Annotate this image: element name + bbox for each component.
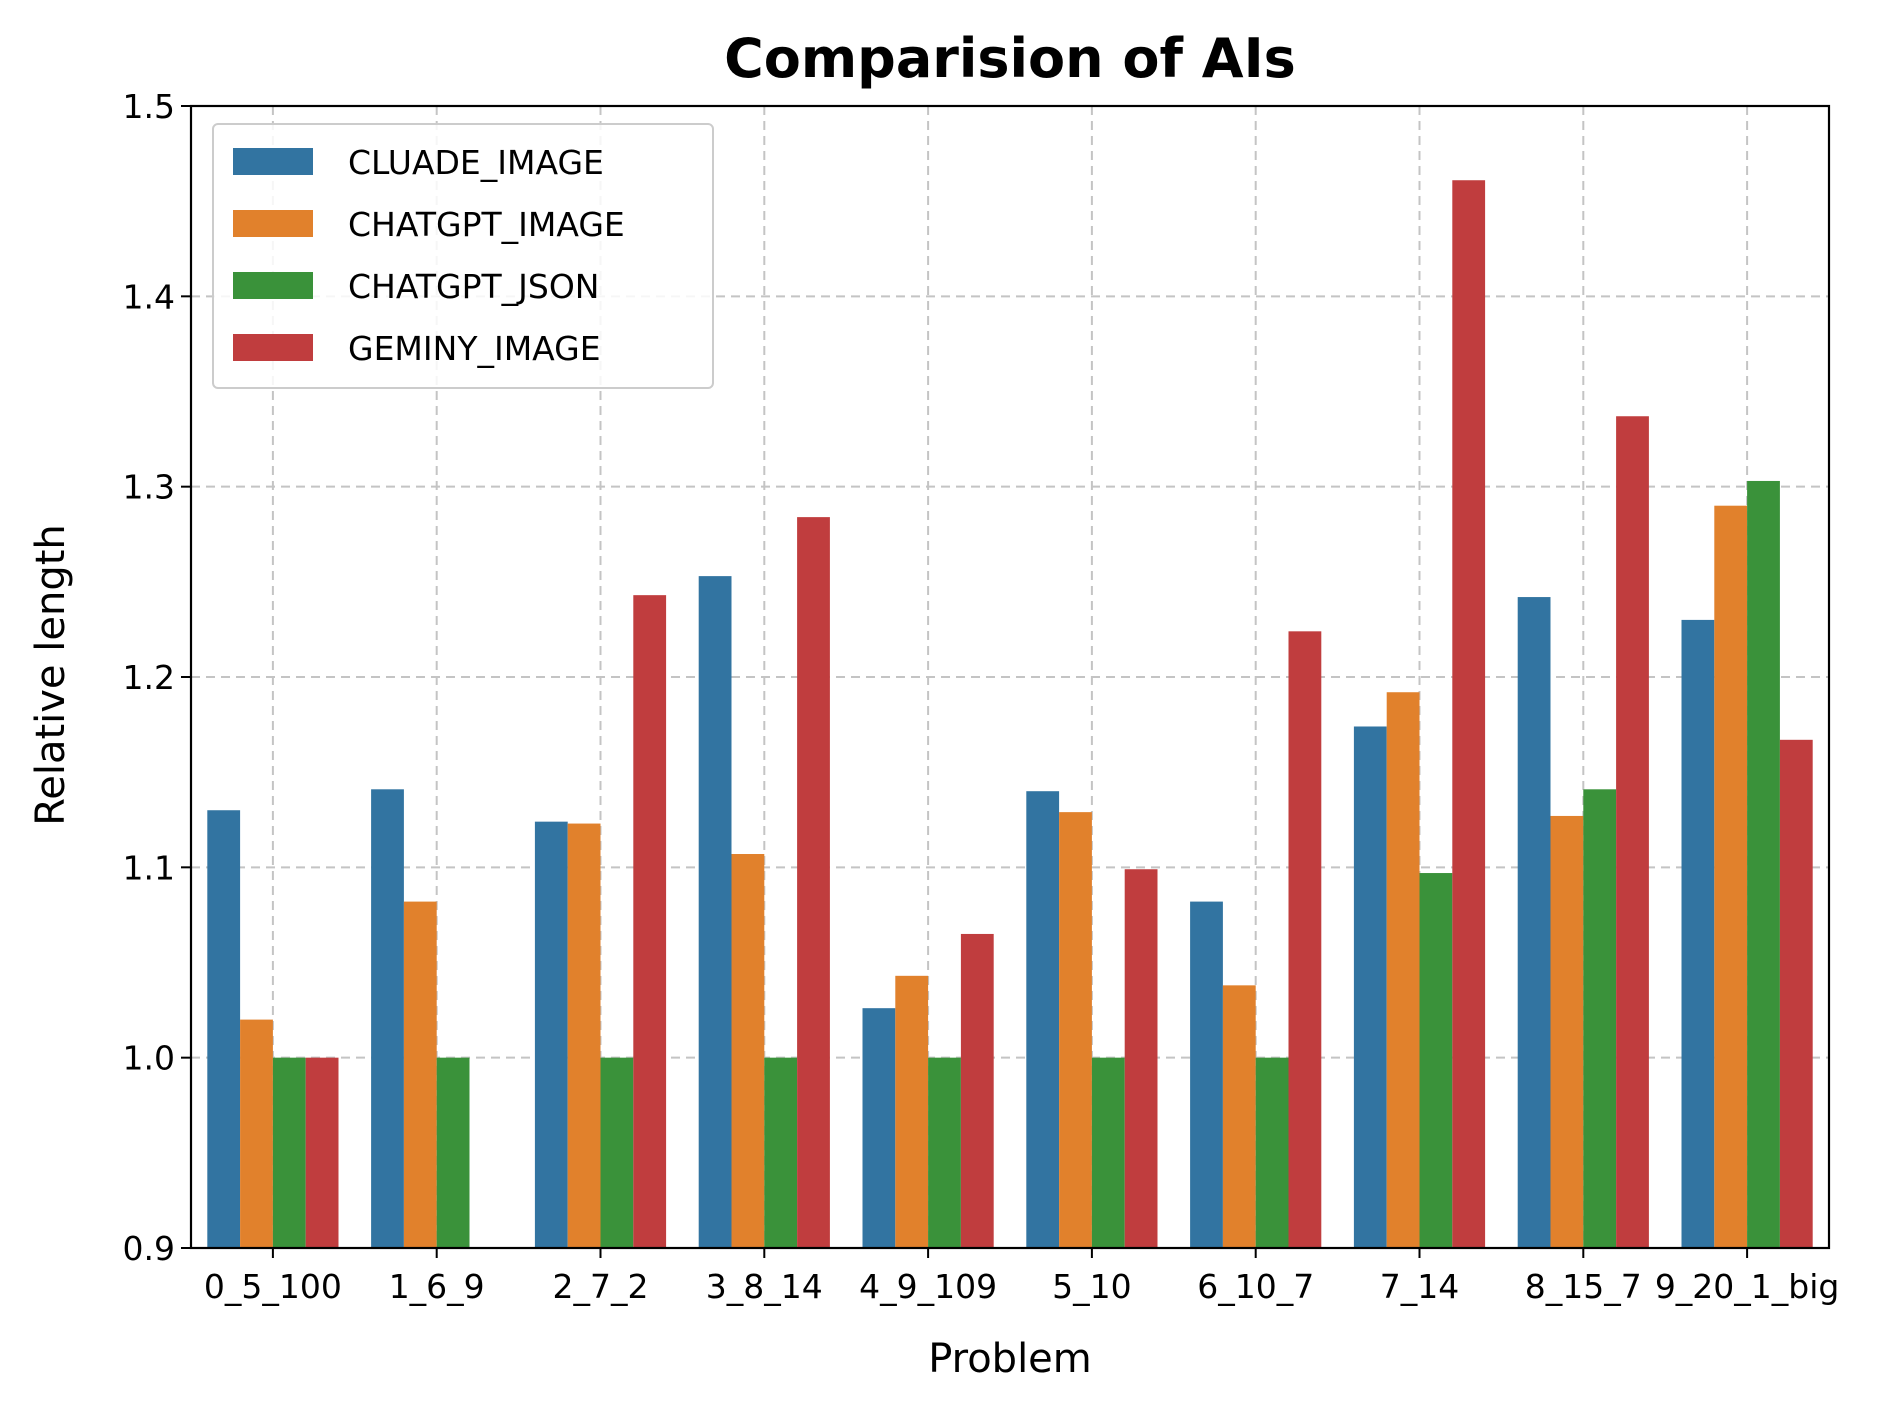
- bar-geminy-image-3-8-14: [797, 517, 830, 1248]
- bar-chatgpt-json-0-5-100: [272, 1057, 306, 1248]
- bar-geminy-image-8-15-7: [1616, 416, 1649, 1248]
- bar-cluade-image-4-9-109: [862, 1008, 896, 1248]
- legend-label: CLUADE_IMAGE: [348, 143, 604, 182]
- legend-box: [212, 123, 714, 389]
- x-axis-label: Problem: [928, 1336, 1092, 1382]
- bar-cluade-image-5-10: [1026, 791, 1060, 1248]
- bar-chatgpt-image-5-10: [1059, 812, 1092, 1248]
- bar-chatgpt-image-9-20-1-big: [1714, 505, 1748, 1248]
- x-tick-label: 2_7_2: [553, 1267, 649, 1306]
- bar-cluade-image-0-5-100: [207, 810, 241, 1248]
- bar-geminy-image-7-14: [1452, 180, 1486, 1249]
- y-tick-label: 0.9: [123, 1229, 175, 1268]
- x-tick-label: 9_20_1_big: [1655, 1267, 1840, 1306]
- x-tick-label: 1_6_9: [389, 1267, 485, 1306]
- bar-cluade-image-2-7-2: [534, 821, 568, 1248]
- y-tick-label: 1.3: [123, 468, 175, 507]
- legend-label: CHATGPT_IMAGE: [348, 205, 625, 244]
- y-tick-label: 1.5: [123, 87, 175, 126]
- bar-cluade-image-9-20-1-big: [1681, 619, 1715, 1248]
- bar-geminy-image-9-20-1-big: [1779, 739, 1813, 1248]
- bar-cluade-image-7-14: [1353, 726, 1387, 1248]
- bar-chatgpt-image-3-8-14: [731, 854, 765, 1248]
- bar-cluade-image-1-6-9: [371, 789, 404, 1248]
- x-tick-label: 5_10: [1052, 1267, 1132, 1306]
- bar-chatgpt-image-0-5-100: [240, 1019, 273, 1248]
- x-axis-ticks: 0_5_100 1_6_9 2_7_2 3_8_14 4_9_109 5_10 6_10_7…: [204, 1248, 1839, 1306]
- y-tick-label: 1.1: [123, 848, 175, 887]
- x-tick-label: 3_8_14: [706, 1267, 823, 1306]
- bar-chatgpt-image-4-9-109: [895, 975, 929, 1248]
- legend-swatch-geminy-image: [233, 334, 313, 361]
- legend-swatch-chatgpt-image: [233, 210, 313, 237]
- bar-chatgpt-json-6-10-7: [1255, 1057, 1289, 1248]
- x-tick-label: 8_15_7: [1525, 1267, 1642, 1306]
- bar-geminy-image-4-9-109: [960, 933, 994, 1248]
- y-axis-label: Relative length: [28, 524, 74, 826]
- chart-title: Comparision of AIs: [724, 27, 1296, 90]
- legend-label: CHATGPT_JSON: [348, 267, 600, 306]
- bar-geminy-image-2-7-2: [633, 595, 667, 1248]
- bar-chatgpt-json-1-6-9: [436, 1057, 470, 1248]
- bar-geminy-image-0-5-100: [305, 1057, 339, 1248]
- bar-chatgpt-image-7-14: [1386, 692, 1420, 1248]
- legend-swatch-cluade-image: [233, 148, 313, 175]
- bars: [207, 180, 1813, 1249]
- x-tick-label: 7_14: [1380, 1267, 1460, 1306]
- legend-swatch-chatgpt-json: [233, 272, 313, 299]
- bar-geminy-image-6-10-7: [1288, 631, 1322, 1248]
- bar-chatgpt-image-1-6-9: [403, 901, 437, 1248]
- bar-chatgpt-json-8-15-7: [1583, 789, 1617, 1248]
- y-tick-label: 1.0: [123, 1039, 175, 1078]
- legend-label: GEMINY_IMAGE: [348, 329, 601, 368]
- bar-cluade-image-6-10-7: [1190, 901, 1223, 1248]
- bar-chatgpt-image-8-15-7: [1550, 815, 1584, 1248]
- x-tick-label: 4_9_109: [859, 1267, 997, 1306]
- bar-cluade-image-8-15-7: [1517, 597, 1551, 1248]
- bar-chatgpt-image-2-7-2: [567, 823, 601, 1248]
- bar-chatgpt-image-6-10-7: [1222, 985, 1256, 1248]
- bar-cluade-image-3-8-14: [698, 576, 732, 1248]
- bar-chatgpt-json-9-20-1-big: [1747, 480, 1780, 1248]
- x-tick-label: 0_5_100: [204, 1267, 342, 1306]
- y-tick-label: 1.2: [123, 658, 175, 697]
- x-tick-label: 6_10_7: [1197, 1267, 1314, 1306]
- legend: CLUADE_IMAGE CHATGPT_IMAGE CHATGPT_JSON GEM…: [212, 123, 714, 389]
- bar-chatgpt-json-7-14: [1419, 873, 1453, 1248]
- y-axis-ticks: 0.9 1.0 1.1 1.2 1.3 1.4 1.5: [123, 87, 191, 1268]
- y-tick-label: 1.4: [123, 277, 175, 316]
- bar-chatgpt-json-3-8-14: [764, 1057, 798, 1248]
- bar-chatgpt-json-4-9-109: [928, 1057, 961, 1248]
- bar-geminy-image-5-10: [1124, 869, 1158, 1248]
- bar-chatgpt-json-2-7-2: [600, 1057, 634, 1248]
- bar-chatgpt-json-5-10: [1091, 1057, 1125, 1248]
